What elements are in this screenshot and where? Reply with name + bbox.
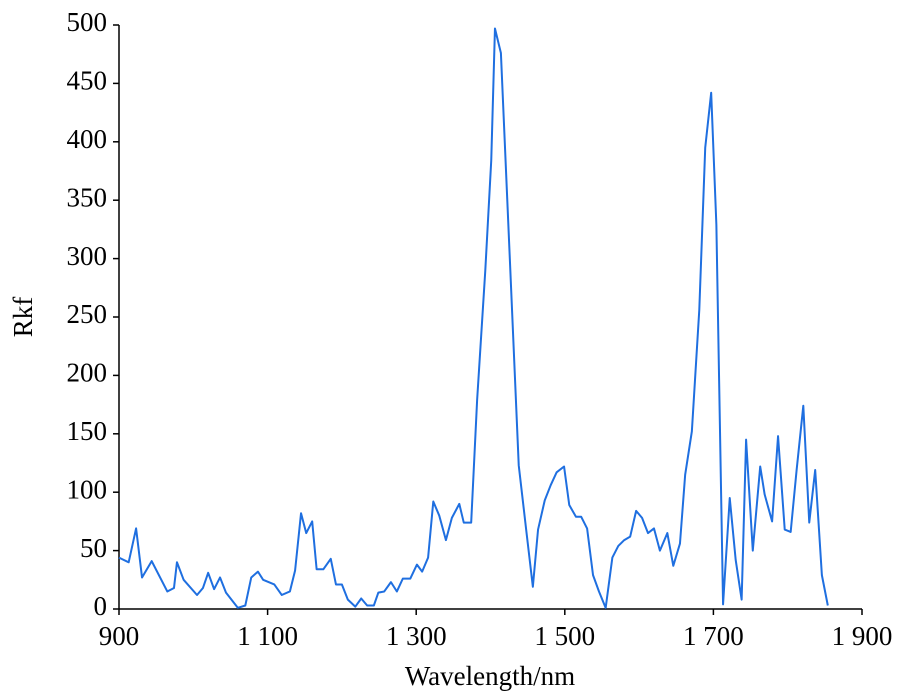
y-tick-label: 100: [67, 474, 108, 504]
y-tick-label: 50: [80, 533, 107, 563]
x-axis-label: Wavelength/nm: [405, 661, 575, 691]
y-tick-label: 200: [67, 358, 108, 388]
x-tick-label: 1 100: [237, 621, 298, 651]
x-tick-label: 1 700: [683, 621, 744, 651]
x-tick-label: 900: [99, 621, 140, 651]
y-tick-label: 150: [67, 416, 108, 446]
y-tick-label: 0: [94, 591, 108, 621]
y-tick-label: 250: [67, 299, 108, 329]
x-tick-label: 1 500: [534, 621, 595, 651]
y-axis-label: Rkf: [8, 297, 38, 338]
y-tick-label: 500: [67, 7, 108, 37]
data-line: [118, 27, 829, 609]
x-tick-label: 1 300: [386, 621, 447, 651]
y-tick-label: 350: [67, 182, 108, 212]
y-tick-label: 450: [67, 66, 108, 96]
y-tick-label: 300: [67, 241, 108, 271]
y-tick-label: 400: [67, 124, 108, 154]
x-tick-label: 1 900: [832, 621, 893, 651]
